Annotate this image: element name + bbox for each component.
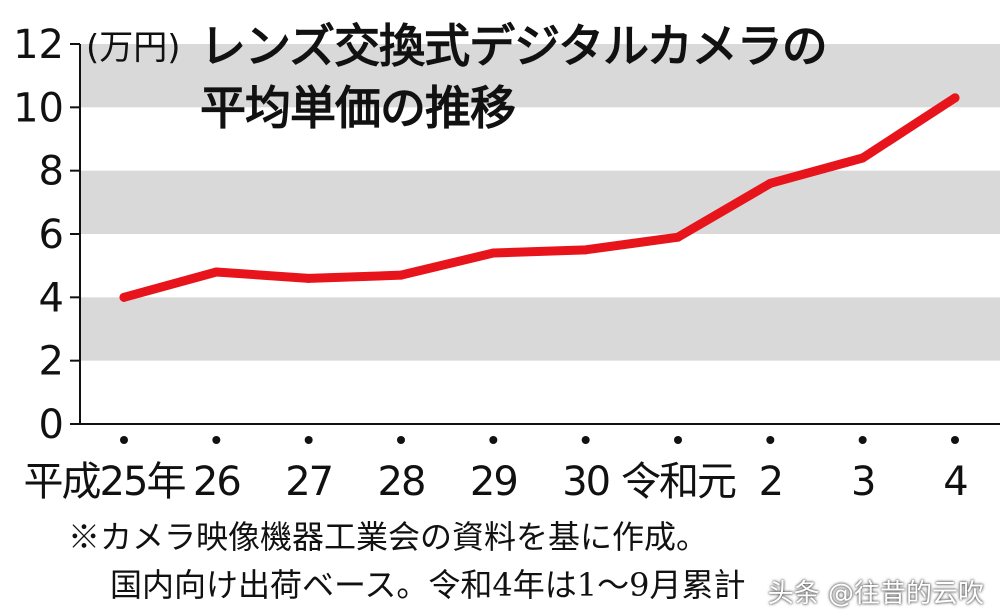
data-point-5 [581,245,591,255]
x-tick-dot-3 [397,436,405,444]
x-tick-label-1: 26 [193,459,240,505]
y-tick-label-12: 12 [13,22,64,68]
y-tick-label-6: 6 [39,212,64,258]
x-tick-dot-8 [858,436,867,444]
data-point-7 [765,178,775,188]
x-tick-label-6: 令和元 [621,459,736,505]
y-tick-label-8: 8 [39,149,64,195]
grid-band-2-4 [80,297,1000,361]
data-point-9 [950,93,960,103]
watermark: 头条 @往昔的云吹 [767,579,984,609]
x-tick-dot-4 [489,436,498,444]
y-axis-unit-label: (万円) [86,28,181,68]
x-tick-label-5: 30 [562,459,609,505]
data-point-6 [673,232,683,242]
grid-band-10-12 [80,44,1000,108]
x-tick-label-4: 29 [470,459,517,505]
data-point-0 [119,292,129,302]
chart-title-line-1: レンズ交換式デジタルカメラの [200,19,828,73]
grid-band-6-8 [80,170,1000,234]
source-note: ※カメラ映像機器工業会の資料を基に作成。 [68,518,709,556]
x-tick-label-8: 3 [851,459,874,505]
x-tick-label-7: 2 [759,459,782,505]
y-tick-label-0: 0 [39,402,64,448]
x-tick-dot-0 [120,436,128,444]
chart-title-line-2: 平均単価の推移 [200,81,516,135]
data-point-2 [304,273,314,283]
x-tick-dot-6 [674,436,682,444]
y-tick-label-4: 4 [39,275,64,321]
series-line-0 [119,93,960,302]
x-tick-label-3: 28 [378,459,425,505]
x-tick-dot-5 [581,436,590,444]
data-point-3 [396,270,406,280]
data-point-8 [858,153,868,163]
x-tick-dot-2 [304,436,313,444]
y-tick-label-2: 2 [39,339,64,385]
data-point-1 [211,267,221,277]
data-point-4 [488,248,498,258]
basis-note: 国内向け出荷ベース。令和4年は1～9月累計 [110,566,746,604]
x-tick-dot-1 [212,436,221,444]
x-tick-dot-7 [766,436,775,444]
x-tick-label-9: 4 [943,459,967,505]
y-tick-label-10: 10 [13,85,64,131]
x-tick-dot-9 [951,436,959,444]
x-tick-label-0: 平成25年 [24,459,186,505]
x-tick-label-2: 27 [285,459,332,505]
